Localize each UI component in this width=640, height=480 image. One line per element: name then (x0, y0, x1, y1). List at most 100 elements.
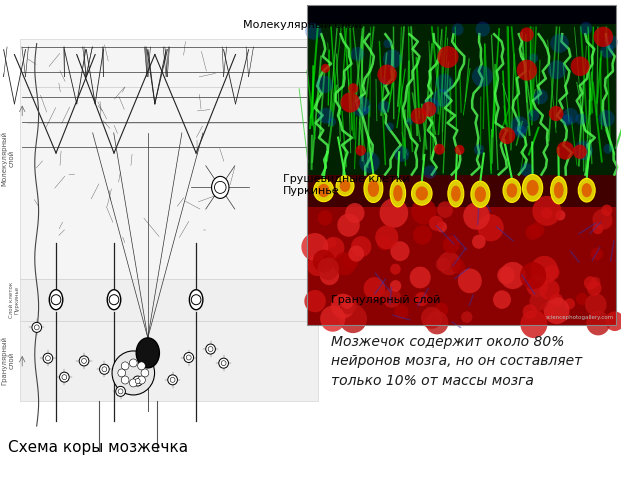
Text: Молекулярный слой: Молекулярный слой (243, 20, 362, 30)
Circle shape (191, 295, 201, 305)
Circle shape (305, 23, 321, 40)
Circle shape (587, 281, 602, 296)
Bar (307, 175, 616, 206)
Circle shape (454, 145, 465, 155)
Circle shape (355, 145, 366, 156)
Circle shape (359, 152, 380, 173)
Circle shape (438, 252, 461, 275)
Circle shape (415, 292, 428, 306)
Circle shape (340, 296, 357, 314)
Circle shape (364, 277, 385, 300)
Text: Грушевидные клетки
Пуркинье: Грушевидные клетки Пуркинье (283, 174, 410, 196)
Circle shape (538, 302, 555, 320)
Circle shape (326, 237, 337, 248)
Circle shape (337, 214, 360, 237)
Circle shape (411, 108, 427, 124)
Circle shape (345, 203, 365, 223)
Circle shape (328, 118, 336, 126)
Circle shape (341, 296, 353, 309)
Circle shape (526, 275, 548, 297)
Circle shape (435, 302, 449, 317)
Circle shape (343, 253, 358, 269)
Circle shape (493, 290, 511, 309)
Circle shape (351, 96, 371, 117)
Bar (20, 321, 317, 401)
Circle shape (60, 372, 69, 382)
Circle shape (556, 141, 574, 160)
Text: Молекулярный
слой: Молекулярный слой (1, 131, 15, 186)
Circle shape (386, 122, 394, 131)
Circle shape (112, 351, 155, 395)
Circle shape (320, 306, 346, 332)
Circle shape (214, 181, 226, 193)
Circle shape (586, 311, 610, 336)
Circle shape (540, 279, 560, 300)
Circle shape (208, 347, 213, 351)
Circle shape (605, 35, 618, 49)
Circle shape (116, 386, 125, 396)
Bar (3, 34, 324, 456)
Circle shape (348, 245, 364, 262)
Circle shape (62, 375, 67, 380)
Circle shape (436, 221, 447, 232)
Circle shape (573, 144, 587, 159)
Circle shape (604, 144, 612, 154)
Circle shape (378, 64, 397, 84)
Ellipse shape (415, 186, 428, 201)
Text: Слой клеток
Пуркинье: Слой клеток Пуркинье (9, 282, 20, 318)
Text: Гранулярный слой: Гранулярный слой (332, 295, 441, 305)
Ellipse shape (412, 182, 432, 205)
Ellipse shape (393, 185, 403, 202)
Circle shape (575, 113, 586, 125)
Circle shape (576, 293, 588, 305)
Text: Схема коры мозжечка: Схема коры мозжечка (8, 440, 188, 455)
Bar (20, 278, 317, 321)
Circle shape (118, 369, 125, 377)
Circle shape (390, 280, 401, 292)
Circle shape (574, 141, 593, 160)
Bar (20, 38, 317, 278)
Circle shape (205, 344, 216, 354)
Circle shape (121, 376, 129, 384)
Circle shape (562, 108, 579, 124)
Ellipse shape (212, 176, 229, 198)
Circle shape (394, 304, 408, 319)
Circle shape (550, 293, 563, 307)
Circle shape (562, 114, 573, 126)
Ellipse shape (527, 180, 539, 196)
Circle shape (520, 310, 547, 338)
Circle shape (317, 210, 332, 226)
Circle shape (129, 379, 137, 387)
Ellipse shape (189, 290, 203, 310)
Circle shape (593, 209, 612, 230)
Circle shape (320, 265, 339, 285)
Ellipse shape (550, 177, 567, 204)
Circle shape (436, 257, 450, 272)
Circle shape (580, 22, 592, 35)
Circle shape (601, 217, 613, 228)
Ellipse shape (503, 179, 521, 203)
Ellipse shape (336, 176, 354, 196)
Circle shape (109, 295, 119, 305)
Circle shape (135, 379, 140, 384)
Circle shape (461, 312, 472, 323)
Circle shape (476, 22, 490, 36)
Circle shape (463, 202, 490, 230)
Circle shape (383, 49, 402, 69)
Circle shape (602, 204, 612, 216)
Circle shape (375, 226, 398, 249)
Circle shape (520, 27, 534, 42)
Circle shape (426, 311, 449, 335)
Circle shape (474, 144, 484, 155)
Circle shape (451, 259, 465, 274)
Circle shape (100, 364, 109, 374)
Circle shape (102, 367, 107, 372)
Ellipse shape (390, 180, 406, 207)
Circle shape (529, 223, 544, 238)
Circle shape (307, 255, 328, 276)
Circle shape (591, 248, 603, 261)
Circle shape (168, 375, 177, 385)
Circle shape (520, 262, 546, 289)
Bar (307, 37, 616, 325)
Circle shape (331, 294, 355, 319)
